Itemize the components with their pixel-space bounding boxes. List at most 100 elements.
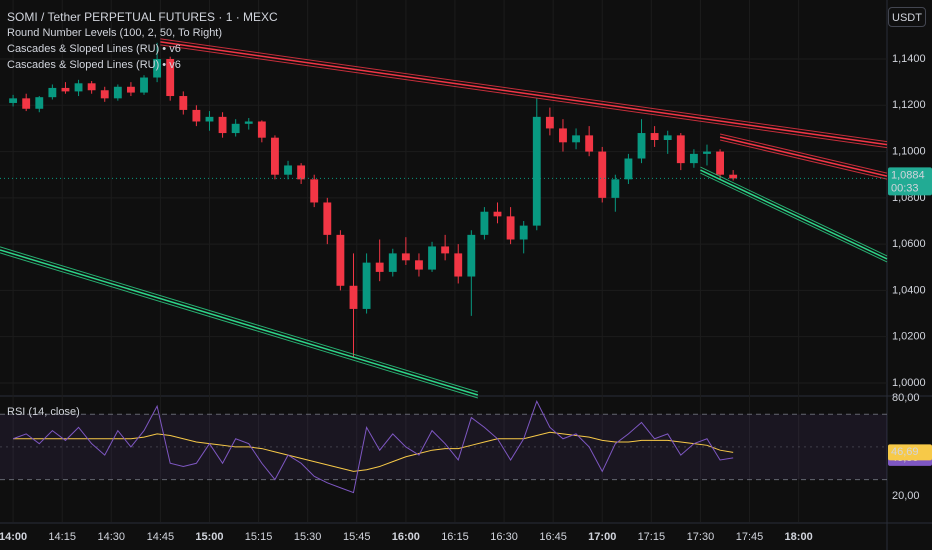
candle-body <box>519 225 528 240</box>
candle-body <box>218 116 227 134</box>
y-tick-label: 1,1200 <box>892 99 926 111</box>
trend-line <box>700 166 888 257</box>
x-tick-label: 16:45 <box>539 531 567 543</box>
x-tick-label: 15:15 <box>245 531 273 543</box>
candle-body <box>61 87 70 92</box>
candle-body <box>454 253 463 277</box>
x-tick-label: 14:15 <box>48 531 76 543</box>
candle-body <box>297 165 306 180</box>
candle-body <box>35 97 44 109</box>
symbol-title: SOMI / Tether PERPETUAL FUTURES · 1 · ME… <box>7 10 278 24</box>
candle-body <box>310 179 319 203</box>
rsi-band <box>0 414 887 480</box>
trend-line <box>0 246 479 393</box>
candle-body <box>493 211 502 217</box>
bar-countdown: 00:33 <box>891 182 919 194</box>
candle-body <box>205 116 214 122</box>
candle-body <box>349 285 358 309</box>
y-tick-label: 1,1400 <box>892 53 926 65</box>
candle-body <box>585 135 594 152</box>
trend-line <box>700 169 888 260</box>
candle-body <box>375 262 384 272</box>
candle-body <box>284 165 292 175</box>
candle-body <box>153 59 162 78</box>
candle-body <box>126 86 135 93</box>
candle-body <box>480 211 489 235</box>
candle-body <box>467 234 476 277</box>
x-tick-label: 16:00 <box>392 531 420 543</box>
trend-line <box>160 44 888 149</box>
y-tick-label: 1,0400 <box>892 284 926 296</box>
rsi-line <box>13 431 734 472</box>
trend-line <box>719 139 888 180</box>
candle-body <box>231 123 240 134</box>
candle-body <box>637 133 646 159</box>
trend-line <box>160 38 888 143</box>
candle-body <box>598 151 607 198</box>
candle-body <box>716 151 725 175</box>
candle-body <box>559 128 567 143</box>
x-tick-label: 15:45 <box>343 531 371 543</box>
candle-body <box>401 253 410 261</box>
y-tick-label: 1,0600 <box>892 238 926 250</box>
candle-body <box>244 121 253 124</box>
candle-body <box>689 153 698 164</box>
candle-body <box>506 216 515 240</box>
x-tick-label: 18:00 <box>785 531 813 543</box>
candle-body <box>441 246 450 254</box>
x-tick-label: 14:45 <box>147 531 175 543</box>
y-tick-label: 1,1000 <box>892 145 926 157</box>
indicator-label[interactable]: Cascades & Sloped Lines (RU) • v6 <box>7 59 181 71</box>
candle-body <box>113 86 122 99</box>
y-tick-label: 1,0000 <box>892 377 926 389</box>
x-tick-label: 16:30 <box>490 531 518 543</box>
x-tick-label: 16:15 <box>441 531 469 543</box>
candle-body <box>388 253 397 272</box>
trend-line <box>700 172 888 263</box>
candle-body <box>74 83 83 92</box>
y-tick-label: 20,00 <box>892 490 920 502</box>
candle-body <box>87 83 96 91</box>
candle-body <box>48 87 57 98</box>
candle-body <box>100 90 109 99</box>
candle-body <box>676 135 685 164</box>
candle-body <box>323 202 332 235</box>
indicator-label[interactable]: Cascades & Sloped Lines (RU) • v6 <box>7 43 181 55</box>
trend-line <box>0 252 479 399</box>
y-tick-label: 80,00 <box>892 392 920 404</box>
candle-body <box>532 116 541 226</box>
trend-line <box>160 41 888 146</box>
candle-body <box>257 121 266 138</box>
candle-body <box>362 262 371 309</box>
candle-body <box>192 109 201 122</box>
candle-body <box>9 98 18 103</box>
candle-body <box>140 77 148 93</box>
candle-body <box>545 116 554 129</box>
last-price-label: 1,0884 <box>891 169 925 181</box>
x-tick-label: 17:30 <box>687 531 715 543</box>
rsi-title: RSI (14, close) <box>7 406 80 418</box>
x-tick-label: 15:30 <box>294 531 322 543</box>
candle-body <box>415 260 423 270</box>
rsi-line <box>12 399 734 494</box>
trend-line <box>0 249 479 396</box>
last-price-box <box>888 167 932 196</box>
x-tick-label: 15:00 <box>195 531 223 543</box>
value-box <box>888 444 932 461</box>
currency-button[interactable]: USDT <box>888 7 926 27</box>
candle-body <box>703 151 711 154</box>
candle-body <box>428 246 436 270</box>
candle-body <box>271 137 279 175</box>
x-tick-label: 17:45 <box>736 531 764 543</box>
candle-body <box>650 133 659 140</box>
candle-body <box>572 135 580 143</box>
y-tick-label: 1,0200 <box>892 331 926 343</box>
candle-body <box>179 96 188 110</box>
x-tick-label: 14:00 <box>0 531 27 543</box>
indicator-label[interactable]: Round Number Levels (100, 2, 50, To Righ… <box>7 27 223 39</box>
candle-body <box>624 158 633 180</box>
trend-line <box>719 133 888 174</box>
x-tick-label: 17:00 <box>588 531 616 543</box>
